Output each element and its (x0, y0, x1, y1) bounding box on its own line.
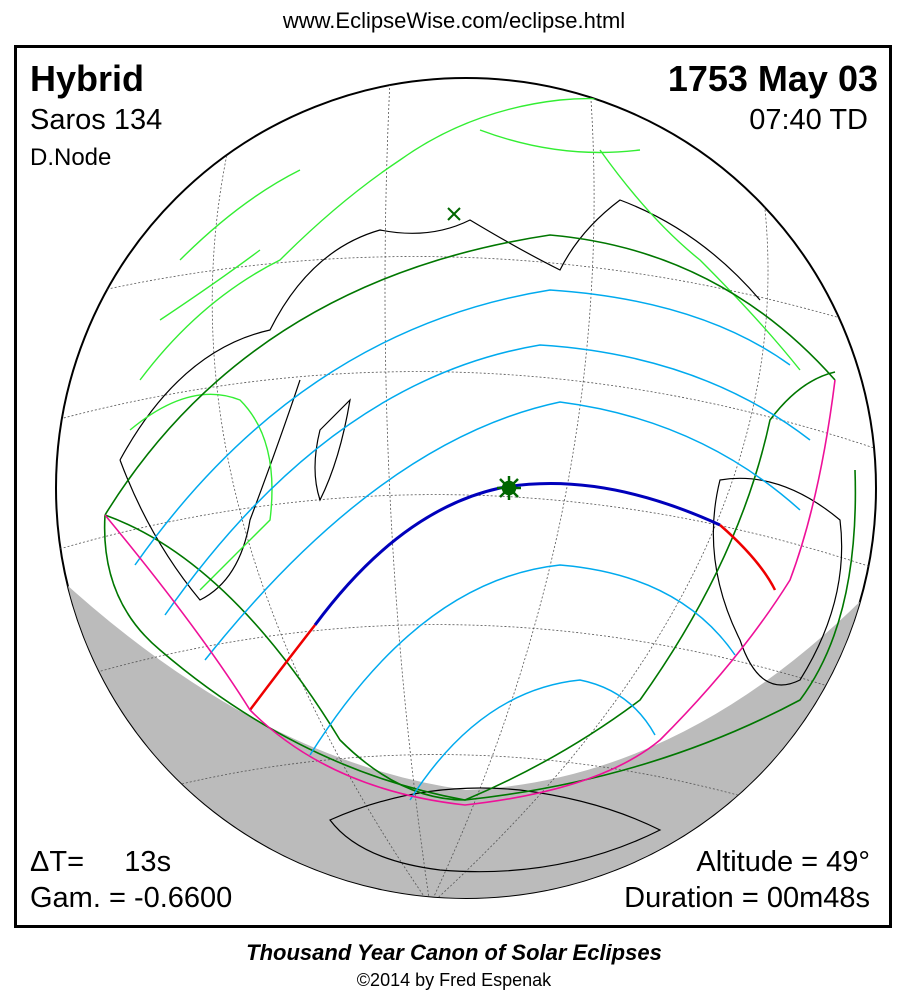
rise-set-curves (104, 379, 836, 806)
eclipse-type: Hybrid (30, 58, 145, 99)
saros-series: Saros 134 (30, 104, 163, 136)
central-path-total-east (719, 524, 777, 591)
canon-title: Thousand Year Canon of Solar Eclipses (246, 940, 662, 965)
altitude: Altitude = 49° (696, 846, 870, 878)
copyright: ©2014 by Fred Espenak (356, 970, 552, 990)
penumbral-limits (103, 234, 857, 801)
node: D.Node (30, 144, 112, 171)
duration: Duration = 00m48s (624, 882, 870, 914)
delta-t: ΔT= 13s (30, 846, 172, 878)
coastlines (119, 199, 843, 873)
magnitude-curves (134, 289, 811, 801)
greatest-eclipse-marker (497, 476, 521, 500)
central-path-total-west (249, 624, 316, 711)
gamma: Gam. = -0.6600 (30, 882, 233, 914)
eclipse-date: 1753 May 03 (667, 58, 878, 99)
eclipse-time: 07:40 TD (749, 104, 868, 136)
source-url: www.EclipseWise.com/eclipse.html (282, 8, 626, 33)
subsolar-point-marker (447, 207, 461, 221)
